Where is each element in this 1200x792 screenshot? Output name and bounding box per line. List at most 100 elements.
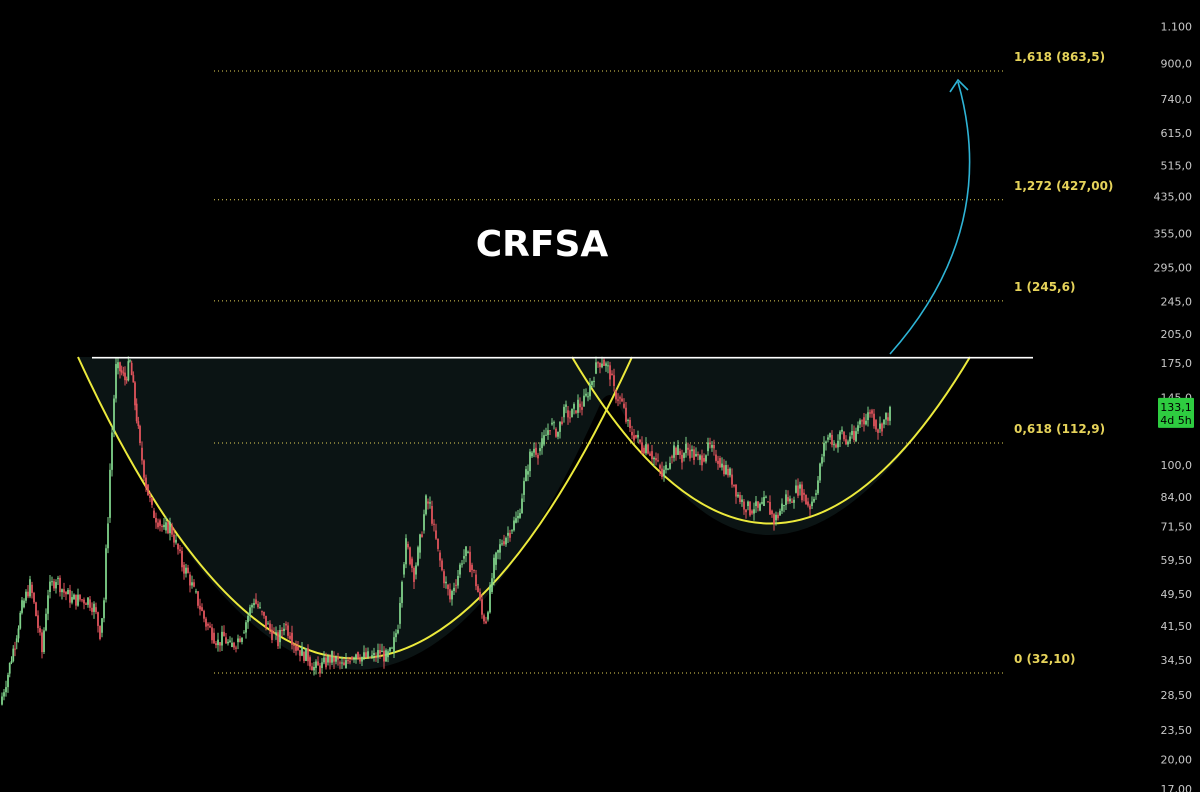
candle-body (251, 605, 253, 608)
candle-body (707, 442, 709, 452)
candle-body (425, 495, 427, 515)
candle-body (487, 612, 489, 620)
candle-body (503, 541, 505, 545)
candle-body (3, 692, 5, 697)
candle-body (301, 646, 303, 656)
candle-body (785, 494, 787, 506)
candle-body (319, 665, 321, 674)
candle-body (227, 641, 229, 644)
candle-body (611, 373, 613, 376)
candle-body (809, 505, 811, 510)
candle-body (599, 362, 601, 368)
candle-body (299, 650, 301, 656)
candle-body (43, 630, 45, 653)
candle-body (571, 408, 573, 418)
candle-body (369, 657, 371, 659)
candle-body (539, 448, 541, 452)
candle-body (35, 602, 37, 617)
candle-body (597, 362, 599, 364)
candle-body (51, 581, 53, 583)
candle-body (349, 661, 351, 663)
price-axis[interactable]: 1.100 900,0 740,0 615,0 515,0 435,00 355,00 295… (1154, 21, 1193, 792)
candle-body (445, 581, 447, 584)
candle-body (613, 375, 615, 386)
candle-body (173, 534, 175, 543)
candle-body (331, 650, 333, 663)
candle-body (703, 458, 705, 462)
candle-body (69, 589, 71, 603)
y-tick-label: 49,50 (1161, 588, 1193, 601)
candle-body (25, 591, 27, 601)
candle-body (117, 362, 119, 369)
candle-body (125, 379, 128, 381)
candle-body (205, 618, 207, 627)
candle-body (643, 447, 645, 454)
candle-body (1, 696, 3, 705)
candle-body (469, 551, 471, 573)
candle-body (605, 363, 607, 366)
candle-body (115, 364, 117, 399)
candle-body (683, 453, 685, 459)
candle-body (411, 558, 413, 568)
candle-body (669, 462, 671, 469)
candle-body (451, 590, 453, 600)
y-tick-label: 20,00 (1161, 754, 1193, 767)
candle-body (405, 538, 407, 565)
candle-body (111, 432, 113, 470)
candle-body (689, 449, 691, 459)
candle-body (285, 623, 287, 626)
candle-body (603, 359, 605, 366)
candle-body (151, 498, 153, 505)
candle-body (543, 435, 545, 445)
candle-body (463, 556, 465, 559)
candle-body (871, 410, 873, 414)
candle-body (135, 403, 138, 422)
candle-body (99, 625, 101, 639)
candle-body (823, 443, 825, 457)
last-price-tag-bg (1158, 397, 1194, 428)
candle-body (149, 495, 151, 499)
candle-body (883, 419, 885, 425)
candle-body (122, 372, 125, 374)
candle-body (465, 546, 467, 557)
candle-body (130, 362, 133, 376)
candle-body (845, 439, 847, 445)
candle-body (771, 510, 773, 515)
candle-body (857, 425, 859, 432)
candle-body (653, 457, 655, 460)
candle-body (735, 484, 737, 497)
candle-body (697, 454, 699, 456)
candle-body (879, 423, 881, 429)
candle-body (577, 399, 579, 413)
candle-body (289, 635, 291, 639)
candle-body (339, 662, 341, 664)
candle-body (223, 631, 225, 637)
candle-body (529, 451, 531, 472)
candle-body (387, 651, 389, 658)
candle-body (309, 657, 311, 667)
candle-body (519, 513, 521, 518)
candle-body (287, 625, 289, 636)
candle-body (257, 603, 259, 608)
candle-body (403, 564, 405, 575)
candle-body (409, 547, 411, 565)
y-tick-label: 515,0 (1161, 160, 1193, 173)
candle-body (161, 525, 163, 528)
candle-body (701, 455, 703, 466)
fibonacci-levels: 1,618 (863,5) 1,272 (427,00) 1 (245,6) 0,61… (214, 50, 1113, 674)
candle-body (49, 581, 51, 592)
candle-body (373, 653, 375, 656)
candle-body (739, 494, 741, 502)
y-tick-label: 740,0 (1161, 93, 1193, 106)
candle-body (315, 661, 317, 668)
fib-level-label: 0,618 (112,9) (1014, 422, 1105, 436)
candle-body (221, 631, 223, 646)
candle-body (675, 447, 677, 455)
candle-body (159, 520, 161, 526)
candle-body (763, 497, 765, 507)
candle-body (501, 543, 503, 545)
candle-body (729, 468, 731, 476)
y-tick-label: 34,50 (1161, 654, 1193, 667)
candle-body (467, 551, 469, 553)
